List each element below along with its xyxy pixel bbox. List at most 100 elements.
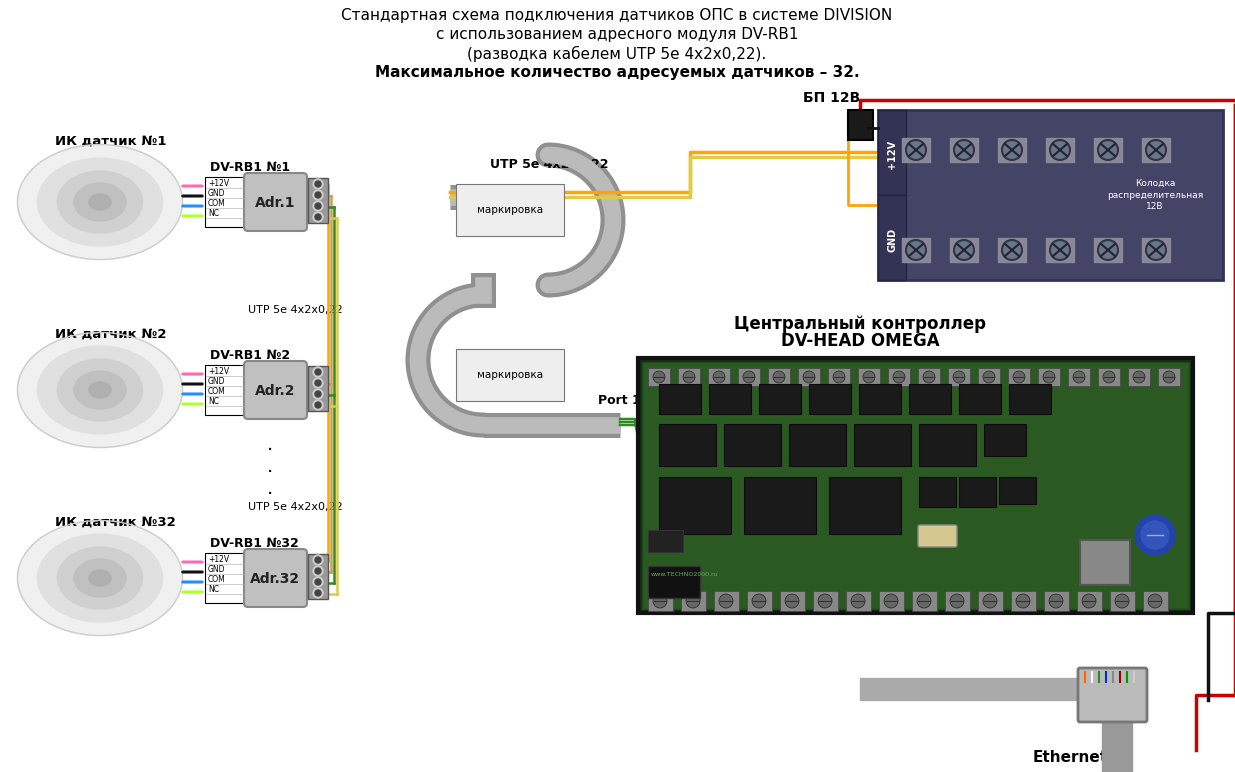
Circle shape [785, 594, 799, 608]
Text: Ethernet: Ethernet [1032, 750, 1108, 766]
Ellipse shape [74, 559, 126, 597]
Circle shape [1082, 594, 1095, 608]
Circle shape [315, 380, 321, 386]
Ellipse shape [74, 183, 126, 221]
Circle shape [803, 371, 815, 383]
Bar [205, 365, 245, 415]
Circle shape [653, 371, 664, 383]
FancyBboxPatch shape [909, 384, 951, 414]
Bar [1144, 591, 1168, 611]
FancyBboxPatch shape [829, 477, 902, 534]
Bar [1046, 138, 1074, 162]
Circle shape [1132, 371, 1145, 383]
Circle shape [953, 240, 974, 260]
Bar [813, 591, 839, 611]
Circle shape [312, 588, 324, 598]
Text: Adr.1: Adr.1 [256, 196, 295, 210]
Bar [205, 553, 245, 603]
Bar [1128, 368, 1150, 386]
Bar [1008, 368, 1030, 386]
Bar [902, 138, 930, 162]
Text: DV-RB1 №2: DV-RB1 №2 [210, 349, 290, 362]
Text: (разводка кабелем UTP 5е 4х2х0,22).: (разводка кабелем UTP 5е 4х2х0,22). [467, 46, 767, 63]
Bar [1046, 238, 1074, 262]
Circle shape [315, 568, 321, 574]
Bar [879, 591, 904, 611]
Circle shape [906, 240, 926, 260]
FancyBboxPatch shape [789, 424, 846, 466]
Circle shape [315, 579, 321, 585]
FancyBboxPatch shape [709, 384, 751, 414]
Ellipse shape [89, 382, 111, 398]
Bar [798, 368, 820, 386]
Circle shape [312, 566, 324, 576]
Bar [860, 678, 1091, 700]
Circle shape [312, 577, 324, 587]
Circle shape [315, 402, 321, 408]
Circle shape [312, 389, 324, 399]
Bar [739, 368, 760, 386]
Circle shape [1044, 371, 1055, 383]
Bar [950, 138, 978, 162]
Circle shape [1146, 140, 1166, 160]
Text: маркировка: маркировка [477, 205, 543, 215]
Ellipse shape [37, 346, 163, 434]
Circle shape [893, 371, 905, 383]
Circle shape [312, 555, 324, 565]
Text: Стандартная схема подключения датчиков ОПС в системе DIVISION: Стандартная схема подключения датчиков О… [341, 8, 893, 23]
Bar [747, 591, 772, 611]
Bar [918, 368, 940, 386]
Circle shape [743, 371, 755, 383]
Bar [308, 554, 329, 599]
Text: GND: GND [207, 564, 226, 574]
Circle shape [312, 201, 324, 211]
Text: БП 12В: БП 12В [803, 91, 860, 105]
FancyBboxPatch shape [245, 361, 308, 419]
Circle shape [1163, 371, 1174, 383]
Text: DV-RB1 №32: DV-RB1 №32 [210, 537, 299, 550]
Circle shape [1141, 521, 1170, 549]
Circle shape [832, 371, 845, 383]
Bar [1094, 138, 1123, 162]
Bar [648, 530, 683, 552]
Text: UTP 5е 4х2х0,22: UTP 5е 4х2х0,22 [490, 158, 609, 171]
Circle shape [312, 179, 324, 189]
Circle shape [983, 594, 997, 608]
Ellipse shape [17, 520, 183, 635]
Circle shape [685, 594, 700, 608]
FancyBboxPatch shape [724, 424, 781, 466]
Circle shape [315, 369, 321, 375]
Circle shape [1050, 240, 1070, 260]
Text: Port 1 RS-485: Port 1 RS-485 [598, 394, 695, 407]
Circle shape [923, 371, 935, 383]
Text: NC: NC [207, 584, 219, 594]
Bar [678, 368, 700, 386]
Circle shape [312, 367, 324, 377]
Bar [998, 238, 1026, 262]
FancyBboxPatch shape [659, 384, 701, 414]
Bar [781, 591, 805, 611]
Circle shape [1135, 515, 1174, 555]
FancyBboxPatch shape [860, 384, 902, 414]
Ellipse shape [58, 547, 142, 609]
Text: NC: NC [207, 208, 219, 218]
Bar [848, 110, 873, 140]
FancyBboxPatch shape [245, 173, 308, 231]
Text: www.TECHNO2000.ru: www.TECHNO2000.ru [651, 573, 719, 577]
Circle shape [1098, 240, 1118, 260]
Bar [911, 591, 937, 611]
Circle shape [950, 594, 965, 608]
Bar [642, 362, 1189, 609]
Bar [1094, 238, 1123, 262]
Text: маркировка: маркировка [477, 370, 543, 380]
Bar [858, 368, 881, 386]
Text: ·
·
·: · · · [267, 441, 273, 503]
Circle shape [1098, 140, 1118, 160]
Circle shape [1103, 371, 1115, 383]
Bar [768, 368, 790, 386]
Circle shape [653, 594, 667, 608]
Text: ИК датчик №2: ИК датчик №2 [56, 328, 167, 341]
Ellipse shape [37, 534, 163, 622]
Text: UTP 5е 4х2х0,22: UTP 5е 4х2х0,22 [248, 502, 343, 512]
Ellipse shape [89, 570, 111, 586]
